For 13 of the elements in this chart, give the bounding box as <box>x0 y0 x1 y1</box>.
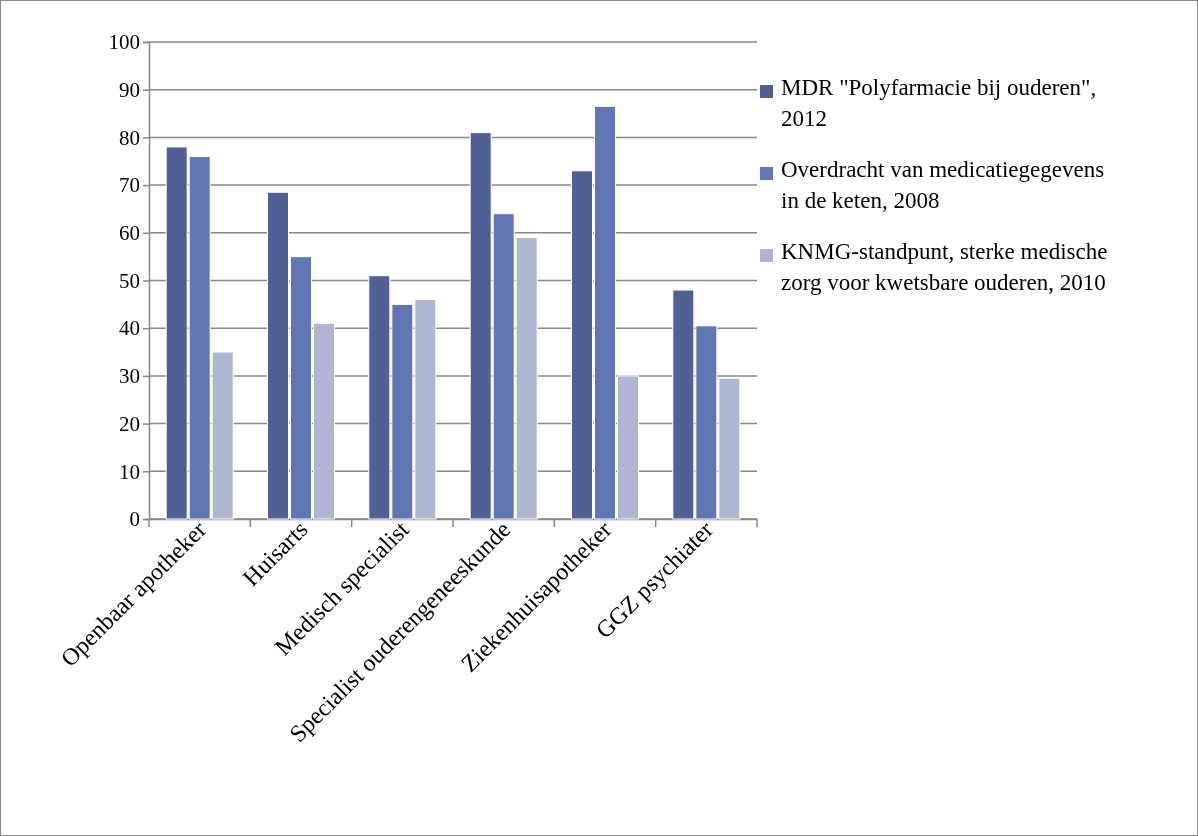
legend-label: KNMG-standpunt, sterke medische zorg voor kwetsbare ouderen, 2010 <box>781 239 1108 295</box>
y-tick-label: 10 <box>119 459 140 484</box>
y-tick-label: 100 <box>108 30 140 55</box>
y-tick-label: 60 <box>119 221 140 246</box>
y-tick-label: 80 <box>119 125 140 150</box>
y-tick-label: 70 <box>119 173 140 198</box>
legend-label: MDR "Polyfarmacie bij ouderen", 2012 <box>781 75 1097 131</box>
y-tick-label: 90 <box>119 77 140 102</box>
y-tick-label: 40 <box>119 316 140 341</box>
y-tick-label: 30 <box>119 364 140 389</box>
legend-label: Overdracht van medicatiegegevens in de keten, 2008 <box>781 157 1105 213</box>
y-tick-label: 20 <box>119 411 140 436</box>
y-tick-label: 50 <box>119 268 140 293</box>
